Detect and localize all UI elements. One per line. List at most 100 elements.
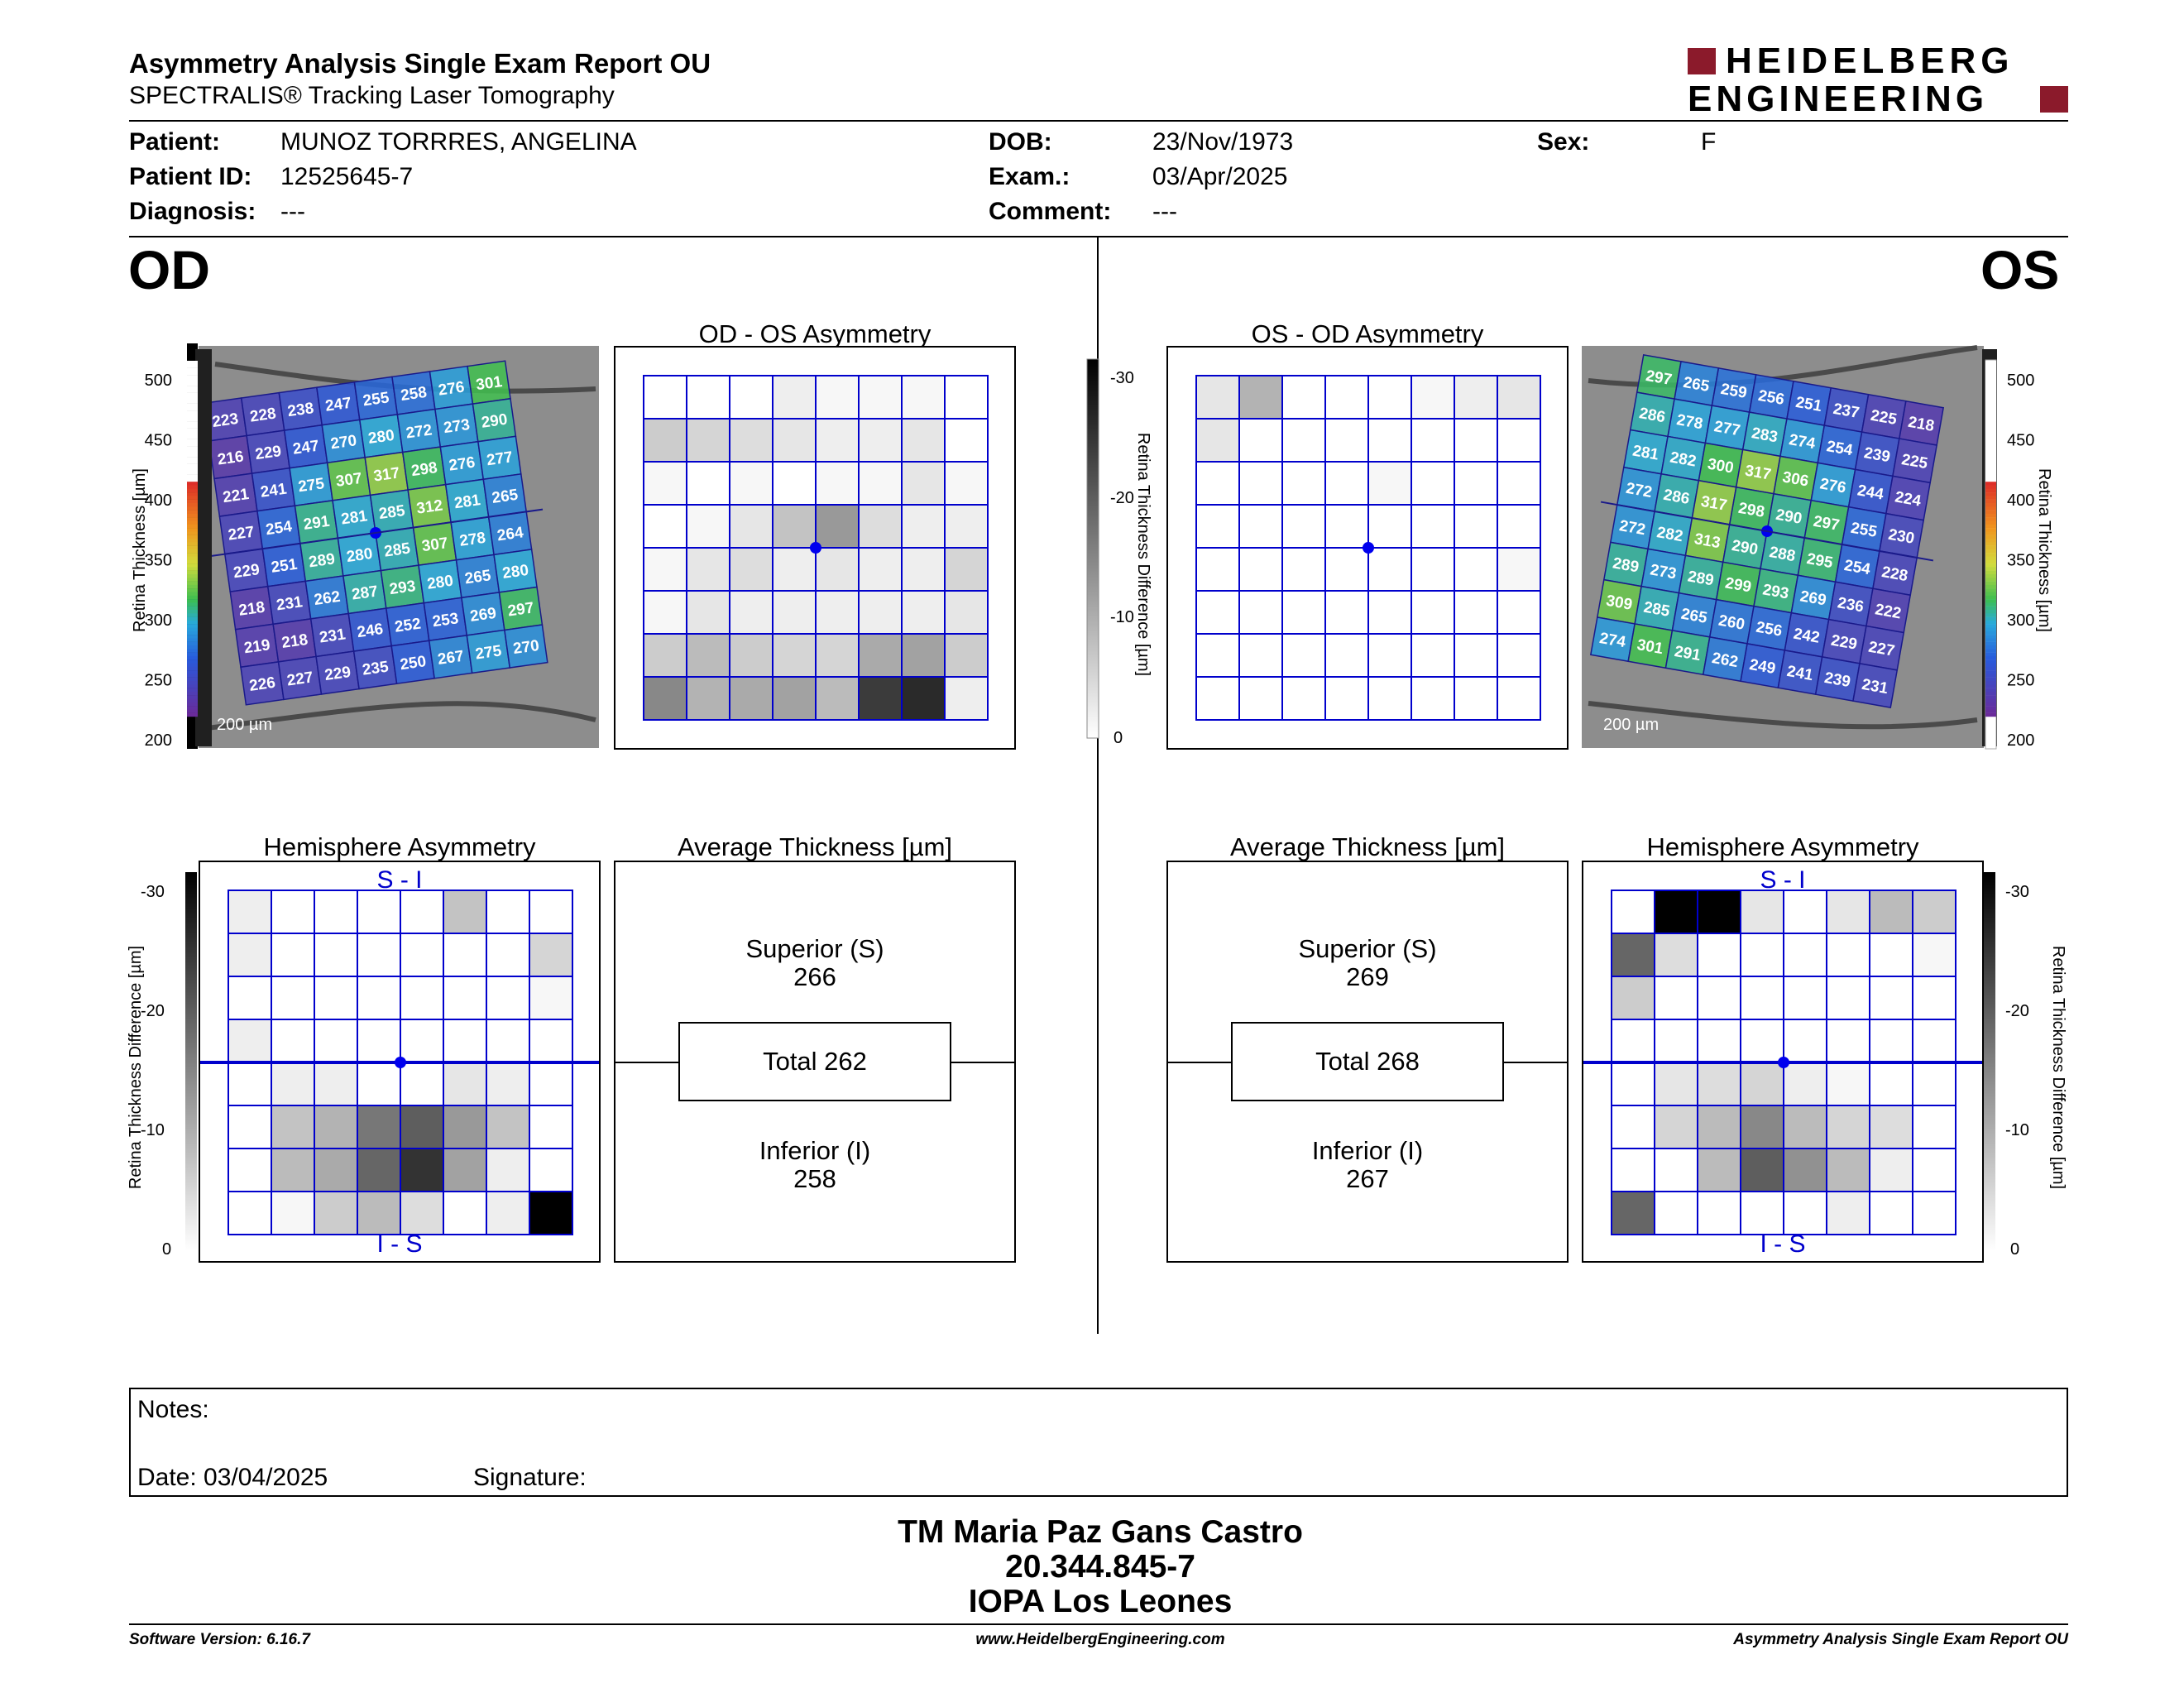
logo-square-bottom <box>2040 86 2068 113</box>
os-hemi-cell <box>1783 1148 1827 1192</box>
od-colorbar-band <box>187 635 198 639</box>
od-colorbar-band <box>187 595 198 600</box>
od-thickness-value: 218 <box>237 599 266 620</box>
os-asym-cell <box>1454 590 1498 635</box>
os-colorbar-band <box>1985 655 1996 660</box>
od-colorbar-band <box>187 378 198 382</box>
os-asym-cell <box>1195 633 1240 678</box>
os-colorbar-band <box>1985 706 1996 710</box>
os-hemi-grid <box>1583 890 1982 1235</box>
od-colorbar-band <box>187 517 198 521</box>
od-asym-cell <box>944 418 989 463</box>
od-thickness-value: 278 <box>458 530 486 550</box>
os-hemi-cell <box>1869 976 1913 1020</box>
footer-report-name: Asymmetry Analysis Single Exam Report OU <box>1733 1631 2068 1648</box>
os-hemi-cell <box>1611 1148 1655 1192</box>
od-asym-cell <box>858 590 903 635</box>
os-colorbar-band <box>1985 684 1996 688</box>
os-colorbar-band <box>1985 549 1996 554</box>
od-asym-cell <box>901 375 946 420</box>
od-asym-cell <box>686 418 730 463</box>
os-colorbar-band <box>1985 414 1996 418</box>
od-asym-cell <box>772 375 817 420</box>
od-asym-cell <box>643 375 687 420</box>
os-asym-cell <box>1454 461 1498 506</box>
os-asym-cell <box>1497 461 1541 506</box>
od-hemi-cell <box>357 1148 401 1192</box>
od-thickness-value: 297 <box>506 599 534 620</box>
os-asym-cell <box>1367 633 1412 678</box>
os-colorbar-band <box>1985 435 1996 439</box>
os-colorbar-band <box>1985 453 1996 458</box>
od-asym-panel <box>614 346 1016 750</box>
od-thickness-value: 221 <box>222 486 251 506</box>
os-asym-cell <box>1410 676 1455 721</box>
od-asym-cell <box>901 504 946 549</box>
center-diff-tick: 0 <box>1114 729 1123 747</box>
signature-label: Signature: <box>473 1464 587 1491</box>
os-hemi-cell <box>1740 976 1784 1020</box>
os-hemi-cell <box>1654 1148 1698 1192</box>
os-thickness-tick: 200 <box>2007 731 2034 750</box>
od-asym-cell <box>901 590 946 635</box>
od-hemi-cell <box>400 890 444 934</box>
os-asym-cell <box>1238 633 1283 678</box>
od-colorbar-band <box>187 485 198 489</box>
signatory-name: TM Maria Paz Gans Castro <box>898 1514 1303 1550</box>
od-asym-cell <box>772 547 817 592</box>
os-hemi-panel: S - I I - S <box>1582 861 1984 1263</box>
os-hemi-cell <box>1654 1191 1698 1235</box>
os-colorbar-band <box>1985 432 1996 436</box>
od-thickness-value: 270 <box>512 637 540 658</box>
os-colorbar-band <box>1985 674 1996 678</box>
od-colorbar-band <box>187 424 198 429</box>
os-asym-cell <box>1281 461 1326 506</box>
os-thickness-cell <box>1852 662 1899 709</box>
od-asym-cell <box>815 504 860 549</box>
os-colorbar-band <box>1985 602 1996 607</box>
os-colorbar-band <box>1985 468 1996 472</box>
od-hemi-cell <box>443 890 487 934</box>
notes-label: Notes: <box>137 1396 209 1423</box>
od-hemi-cell <box>314 1148 358 1192</box>
center-diff-colorbar-gradient <box>1086 358 1099 739</box>
od-asym-cell <box>815 633 860 678</box>
od-thickness-value: 280 <box>501 562 529 583</box>
od-thickness-value: 281 <box>340 507 369 528</box>
os-hemi-cell <box>1783 1062 1827 1106</box>
od-thickness-value: 227 <box>227 524 255 544</box>
od-hemi-cell <box>271 1019 315 1063</box>
od-thickness-value: 229 <box>254 443 282 463</box>
os-colorbar-band <box>1985 482 1996 486</box>
os-colorbar-band <box>1985 520 1996 525</box>
os-asym-cell <box>1497 547 1541 592</box>
od-asym-cell <box>643 590 687 635</box>
os-asym-cell <box>1410 590 1455 635</box>
exam-value: 03/Apr/2025 <box>1152 163 1288 190</box>
os-asym-cell <box>1324 418 1369 463</box>
od-is-label: I - S <box>376 1230 423 1258</box>
os-thickness-colorbar-ticks: 500 450 400 350 300 250 200 <box>2007 372 2034 750</box>
od-hemi-cell <box>314 890 358 934</box>
os-hemi-cell <box>1611 933 1655 977</box>
od-rotated-grid: 223 228 238 247 255 258 276 301 216 229 247 270 280 2… <box>203 360 548 706</box>
od-hemi-cell <box>228 933 272 977</box>
os-superior-value: 269 <box>1346 962 1389 991</box>
od-thickness-value: 301 <box>475 373 504 394</box>
od-superior-value: 266 <box>793 962 836 991</box>
od-colorbar-band <box>187 674 198 678</box>
os-colorbar-band <box>1985 542 1996 546</box>
od-colorbar-band <box>187 513 198 518</box>
os-asym-cell <box>1238 375 1283 420</box>
od-asym-cell <box>729 375 774 420</box>
od-colorbar-band <box>187 709 198 713</box>
os-colorbar-band <box>1985 588 1996 592</box>
od-avg-panel: Superior (S) 266 Total 262 Inferior (I) … <box>614 861 1016 1263</box>
logo-text-engineering: ENGINEERING <box>1688 79 1989 119</box>
od-asym-cell <box>858 504 903 549</box>
os-colorbar-band <box>1985 449 1996 453</box>
od-thickness-value: 228 <box>249 405 277 425</box>
os-colorbar-band <box>1985 610 1996 614</box>
